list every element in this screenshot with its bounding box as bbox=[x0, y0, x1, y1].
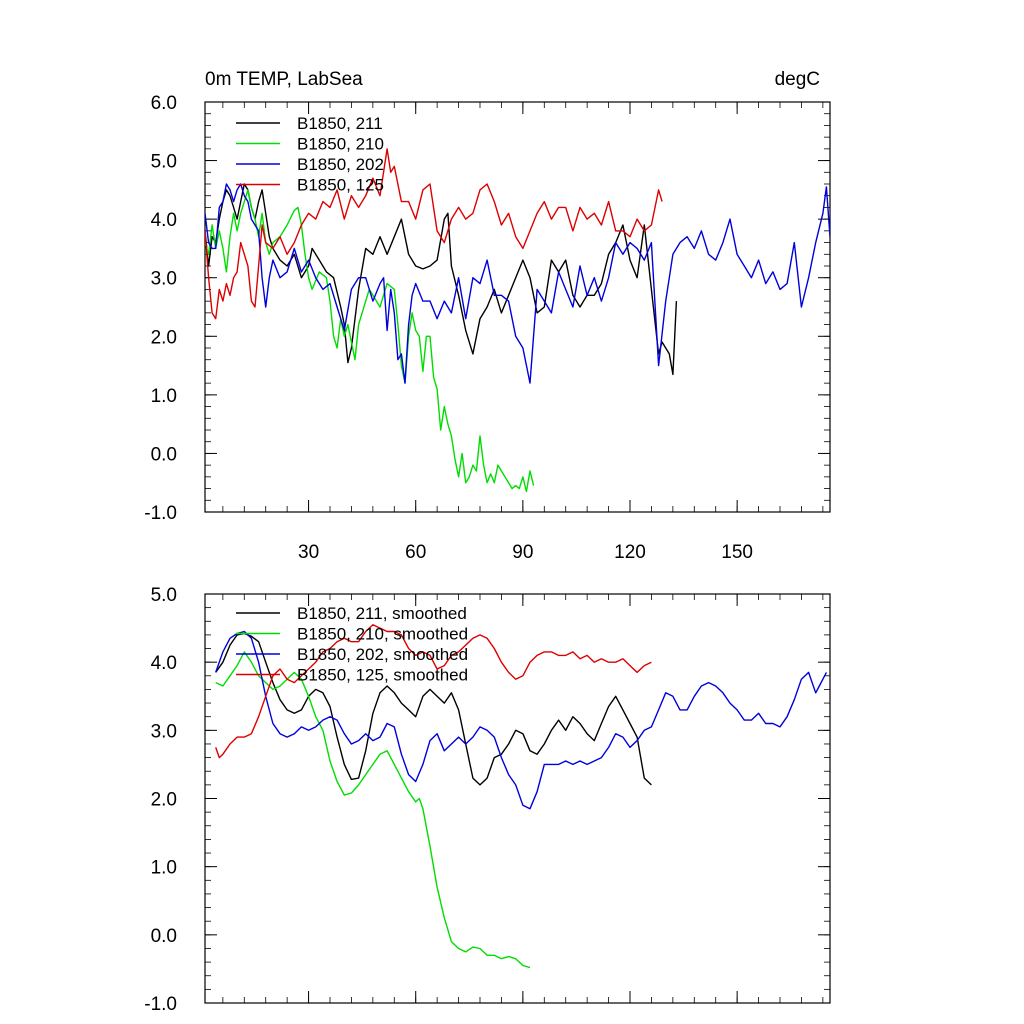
x-tick-label: 90 bbox=[512, 542, 533, 563]
y-tick-label: 3.0 bbox=[151, 721, 177, 742]
y-tick-label: 1.0 bbox=[151, 386, 177, 407]
y-tick-label: 0.0 bbox=[151, 926, 177, 947]
legend-label: B1850, 211, smoothed bbox=[297, 604, 467, 623]
y-tick-label: 3.0 bbox=[151, 269, 177, 290]
x-tick-label: 30 bbox=[298, 542, 319, 563]
series-line-4 bbox=[205, 148, 663, 320]
y-tick-label: -1.0 bbox=[144, 503, 177, 524]
y-tick-label: 4.0 bbox=[151, 210, 177, 231]
y-tick-label: 0.0 bbox=[151, 444, 177, 465]
legend-label: B1850, 202 bbox=[297, 155, 384, 174]
y-tick-label: -1.0 bbox=[144, 994, 177, 1015]
series-line-4 bbox=[215, 624, 652, 759]
y-tick-label: 4.0 bbox=[151, 653, 177, 674]
series-line-1 bbox=[215, 632, 652, 786]
y-tick-label: 5.0 bbox=[151, 585, 177, 606]
chart-title: 0m TEMP, LabSea bbox=[205, 69, 363, 90]
legend-label: B1850, 211 bbox=[297, 114, 383, 133]
x-tick-label: 60 bbox=[405, 542, 426, 563]
y-tick-label: 2.0 bbox=[151, 790, 177, 811]
series-line-2 bbox=[205, 189, 535, 493]
legend-label: B1850, 210, smoothed bbox=[297, 625, 468, 644]
bottom-panel-smoothed: -1.0 0.0 1.0 2.0 3.0 4.0 5.0 B1850, 211, smooth… bbox=[144, 585, 831, 1015]
y-tick-label: 2.0 bbox=[151, 327, 177, 348]
series-line-2 bbox=[215, 651, 531, 969]
y-tick-label: 1.0 bbox=[151, 858, 177, 879]
plot-frame bbox=[204, 101, 831, 513]
legend-label: B1850, 125 bbox=[297, 176, 384, 195]
legend-label: B1850, 210 bbox=[297, 135, 384, 154]
units-label: degC bbox=[775, 69, 820, 90]
top-panel-temperature: -1.0 0.0 1.0 2.0 3.0 4.0 5.0 6.0 30 60 90 120 150 0m … bbox=[144, 69, 831, 563]
y-tick-label: 5.0 bbox=[151, 152, 177, 173]
legend-label: B1850, 125, smoothed bbox=[297, 666, 468, 685]
y-tick-label: 6.0 bbox=[151, 93, 177, 114]
legend-label: B1850, 202, smoothed bbox=[297, 645, 468, 664]
series-line-3 bbox=[205, 183, 830, 384]
x-tick-label: 120 bbox=[614, 542, 646, 563]
series-line-3 bbox=[215, 630, 828, 810]
x-tick-label: 150 bbox=[721, 542, 753, 563]
